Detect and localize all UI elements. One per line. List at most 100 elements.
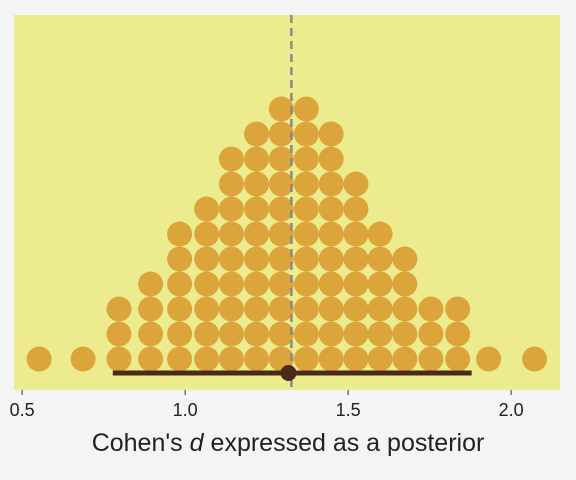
dot: [367, 296, 393, 322]
dot: [318, 271, 344, 297]
dot: [476, 346, 502, 372]
dot: [367, 246, 393, 272]
dot: [138, 296, 164, 322]
dot: [106, 346, 132, 372]
dot: [268, 321, 294, 347]
x-axis-label: Cohen's d expressed as a posterior: [92, 429, 485, 457]
dot: [167, 221, 193, 247]
dot: [268, 296, 294, 322]
dot: [367, 221, 393, 247]
dot: [268, 146, 294, 172]
dot: [343, 171, 369, 197]
dot: [244, 296, 270, 322]
dot: [218, 171, 244, 197]
dot: [367, 321, 393, 347]
dot: [318, 196, 344, 222]
dot: [418, 346, 444, 372]
dot: [318, 221, 344, 247]
dot: [318, 171, 344, 197]
dot: [218, 221, 244, 247]
dot: [244, 196, 270, 222]
dot: [318, 346, 344, 372]
dot: [343, 271, 369, 297]
dot: [343, 296, 369, 322]
dot: [218, 346, 244, 372]
dot: [26, 346, 52, 372]
dot: [392, 321, 418, 347]
dot: [392, 246, 418, 272]
dot: [194, 246, 220, 272]
dot: [194, 271, 220, 297]
x-label-part: d: [190, 429, 205, 457]
dot: [392, 296, 418, 322]
dot: [293, 321, 319, 347]
dot: [343, 346, 369, 372]
point-estimate: [280, 365, 297, 381]
x-tick-label: 1.0: [173, 400, 198, 420]
dot: [522, 346, 548, 372]
dot: [392, 271, 418, 297]
dot: [367, 271, 393, 297]
dot: [293, 171, 319, 197]
dot: [343, 246, 369, 272]
dot: [293, 246, 319, 272]
dot: [343, 196, 369, 222]
dot: [244, 221, 270, 247]
dot: [318, 121, 344, 147]
dot: [293, 96, 319, 122]
x-tick-label: 0.5: [10, 400, 35, 420]
dot: [138, 271, 164, 297]
dot: [138, 321, 164, 347]
dot: [244, 346, 270, 372]
dot: [418, 321, 444, 347]
x-label-part: Cohen's: [92, 429, 183, 457]
dot: [293, 196, 319, 222]
dot: [218, 321, 244, 347]
dot: [138, 346, 164, 372]
dot: [367, 346, 393, 372]
x-tick-label: 1.5: [336, 400, 361, 420]
dot: [244, 246, 270, 272]
dot: [167, 246, 193, 272]
dot: [167, 321, 193, 347]
dot: [445, 321, 471, 347]
dot: [418, 296, 444, 322]
dot: [392, 346, 418, 372]
dot: [318, 246, 344, 272]
dot: [194, 346, 220, 372]
dot: [218, 246, 244, 272]
dot: [244, 146, 270, 172]
dot: [268, 246, 294, 272]
dot: [167, 346, 193, 372]
dot: [244, 271, 270, 297]
dot: [318, 146, 344, 172]
dot: [268, 196, 294, 222]
dot: [318, 296, 344, 322]
dot: [445, 346, 471, 372]
dot: [106, 296, 132, 322]
dot: [244, 121, 270, 147]
x-tick-label: 2.0: [499, 400, 524, 420]
dot: [268, 171, 294, 197]
dot: [218, 146, 244, 172]
dot: [218, 196, 244, 222]
x-label-part: expressed as a posterior: [211, 429, 485, 457]
dot: [445, 296, 471, 322]
dot: [244, 321, 270, 347]
dot: [293, 271, 319, 297]
dot: [293, 146, 319, 172]
dot: [293, 346, 319, 372]
dot: [70, 346, 96, 372]
dot: [194, 296, 220, 322]
dot: [167, 271, 193, 297]
dot: [293, 121, 319, 147]
dot: [194, 321, 220, 347]
dot: [167, 296, 193, 322]
dot: [268, 271, 294, 297]
dot: [218, 271, 244, 297]
dot: [268, 221, 294, 247]
dot: [343, 221, 369, 247]
dot: [218, 296, 244, 322]
dot: [194, 196, 220, 222]
dot: [318, 321, 344, 347]
